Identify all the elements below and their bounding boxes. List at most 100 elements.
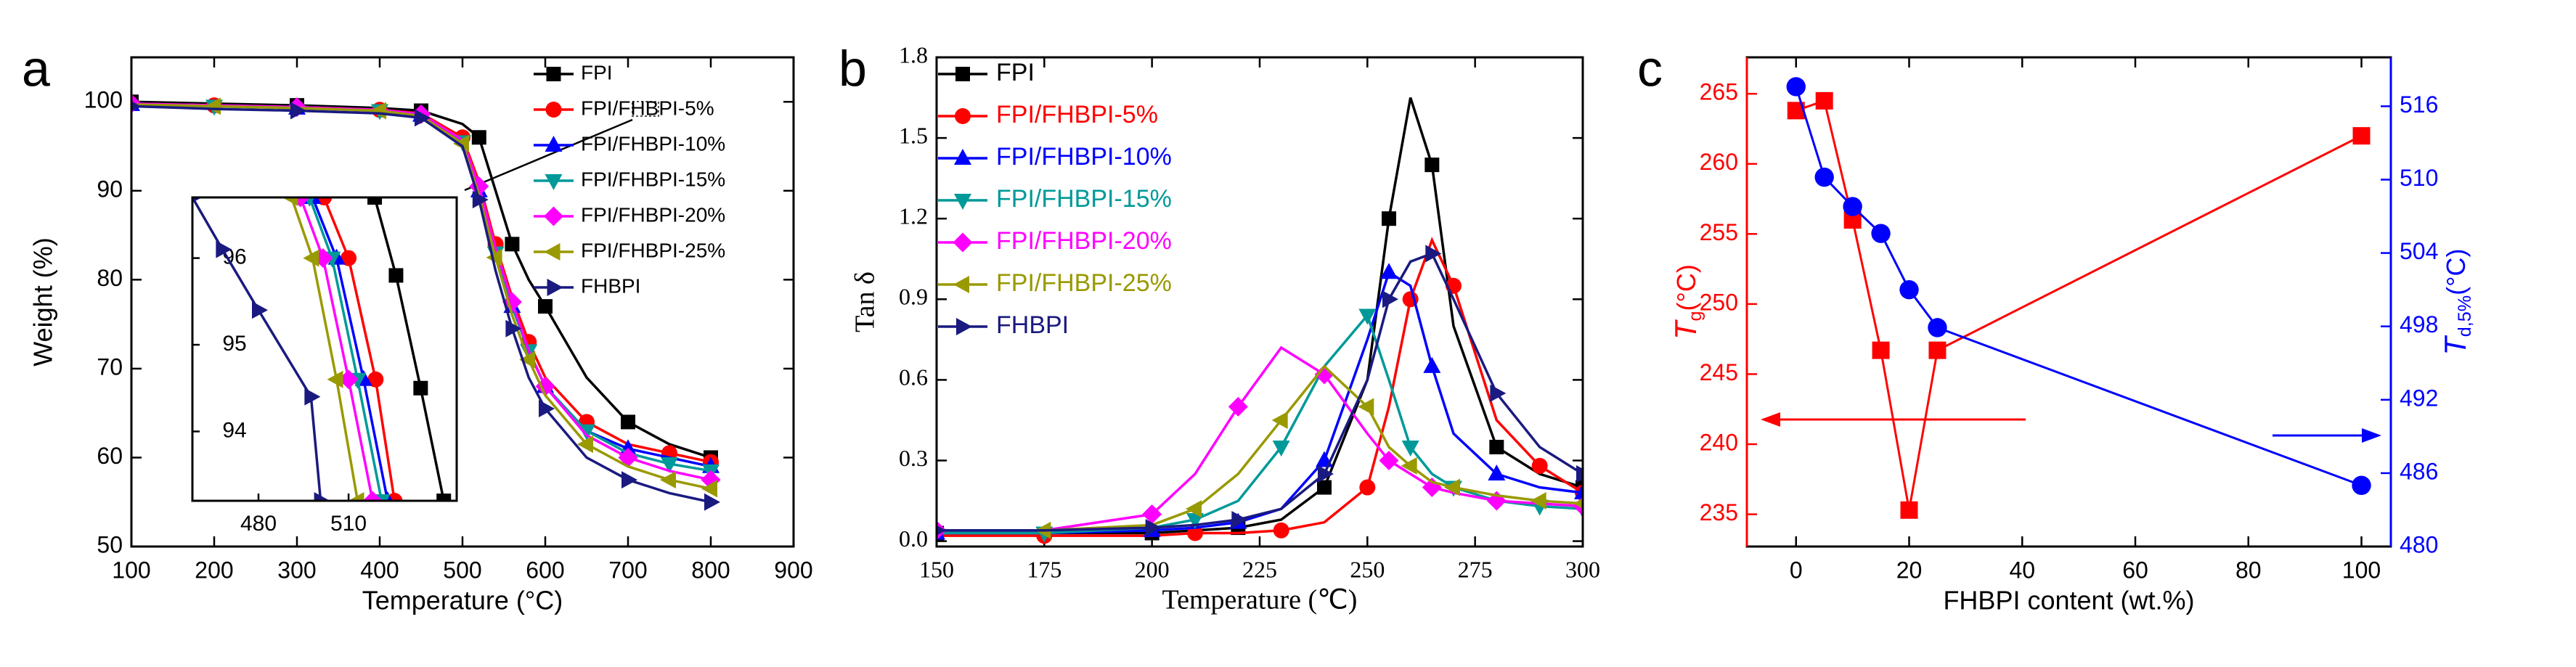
marker <box>341 250 357 266</box>
series-line <box>131 105 712 504</box>
marker <box>1574 483 1583 499</box>
y-tick-label: 80 <box>97 265 123 291</box>
plot-frame <box>191 196 458 502</box>
marker <box>1318 465 1334 483</box>
x-tick-label: 225 <box>1242 557 1277 583</box>
marker <box>327 370 343 388</box>
marker <box>1359 479 1376 496</box>
plot-frame <box>130 56 795 548</box>
marker <box>1843 197 1862 216</box>
legend-label: FPI/FHBPI-10% <box>996 143 1172 171</box>
y-tick-label: 60 <box>97 443 123 469</box>
y-tick-label: 0.0 <box>899 525 928 552</box>
marker <box>2352 127 2371 145</box>
marker <box>131 101 141 112</box>
legend-label: FPI/FHBPI-5% <box>996 101 1158 128</box>
y-tick-label: 510 <box>2400 165 2438 191</box>
x-tick-label: 200 <box>195 557 233 584</box>
y-axis-label: Weight (%) <box>28 237 58 366</box>
marker <box>1186 500 1202 518</box>
x-tick-label: 150 <box>919 557 954 583</box>
marker <box>544 206 563 226</box>
y-tick-label: 0.9 <box>899 284 928 310</box>
marker <box>535 376 555 396</box>
marker <box>1272 440 1290 457</box>
marker <box>1899 279 1919 300</box>
marker <box>1401 440 1419 457</box>
legend-label: FPI/FHBPI-25% <box>581 239 725 261</box>
legend-label: FPI/FHBPI-10% <box>581 132 725 155</box>
series-line <box>290 197 359 501</box>
marker <box>505 319 522 337</box>
series-line <box>322 197 396 501</box>
x-tick-label: 400 <box>360 557 399 584</box>
marker <box>1382 290 1398 308</box>
series-line <box>937 252 1583 532</box>
marker <box>701 480 717 498</box>
marker <box>2352 475 2371 495</box>
marker <box>1531 457 1548 474</box>
marker <box>545 102 562 118</box>
marker <box>1872 341 1890 359</box>
plot-area <box>131 94 721 511</box>
marker <box>955 108 971 124</box>
y-tick-label: 1.2 <box>899 203 928 229</box>
marker <box>545 174 563 190</box>
x-tick-label: 700 <box>608 557 647 584</box>
right-arrow <box>2273 428 2381 443</box>
marker <box>1489 439 1504 454</box>
marker <box>1488 465 1506 481</box>
y-axis-label: Tan δ <box>850 271 881 332</box>
legend-label: FPI <box>996 59 1035 86</box>
plot-area <box>1786 77 2371 519</box>
marker <box>192 197 202 203</box>
x-tick-label: 100 <box>112 557 150 584</box>
x-tick-label: 300 <box>1565 557 1600 583</box>
y-tick-label: 94 <box>222 418 246 442</box>
y-axis-label: Td,5%(°C) <box>2439 248 2475 355</box>
marker <box>1871 224 1891 243</box>
legend-label: FPI/FHBPI-20% <box>581 203 725 226</box>
series-line <box>937 345 1583 532</box>
y-tick-label: 100 <box>84 87 123 113</box>
y-tick-label: 480 <box>2400 531 2438 557</box>
marker <box>1423 356 1441 373</box>
y-tick-label: 240 <box>1700 429 1738 455</box>
marker <box>1576 465 1583 483</box>
x-tick-label: 200 <box>1135 557 1170 583</box>
marker <box>519 351 536 369</box>
marker <box>937 525 946 536</box>
y-tick-label: 250 <box>1700 289 1738 315</box>
plot-area <box>192 197 452 501</box>
marker <box>954 194 971 210</box>
marker <box>367 371 384 388</box>
plot-frame <box>935 56 1584 548</box>
y-tick-label: 498 <box>2400 311 2438 337</box>
x-tick-label: 900 <box>774 557 812 584</box>
y-tick-label: 260 <box>1700 149 1738 175</box>
marker <box>1928 341 1947 359</box>
y-tick-label: 70 <box>97 353 123 380</box>
marker <box>486 248 502 266</box>
marker <box>539 400 555 418</box>
x-tick-label: 60 <box>2122 557 2148 584</box>
x-tick-label: 300 <box>277 557 316 584</box>
legend-label: FHBPI <box>996 311 1069 339</box>
legend-label: FPI/FHBPI-5% <box>581 97 714 119</box>
panel-label: c <box>1637 40 1663 97</box>
marker <box>472 191 489 209</box>
x-tick-label: 600 <box>526 557 564 584</box>
y-tick-label: 95 <box>222 332 246 356</box>
left-arrow <box>1761 412 2026 427</box>
x-tick-label: 40 <box>2009 557 2035 584</box>
legend-label: FHBPI <box>581 274 640 297</box>
y-tick-label: 50 <box>97 531 123 557</box>
series-line <box>373 197 445 501</box>
x-tick-label: 480 <box>240 512 277 536</box>
legend-label: FPI/FHBPI-20% <box>996 227 1172 255</box>
marker <box>216 240 232 258</box>
marker <box>252 301 268 319</box>
marker <box>1928 318 1947 337</box>
marker <box>338 369 359 390</box>
